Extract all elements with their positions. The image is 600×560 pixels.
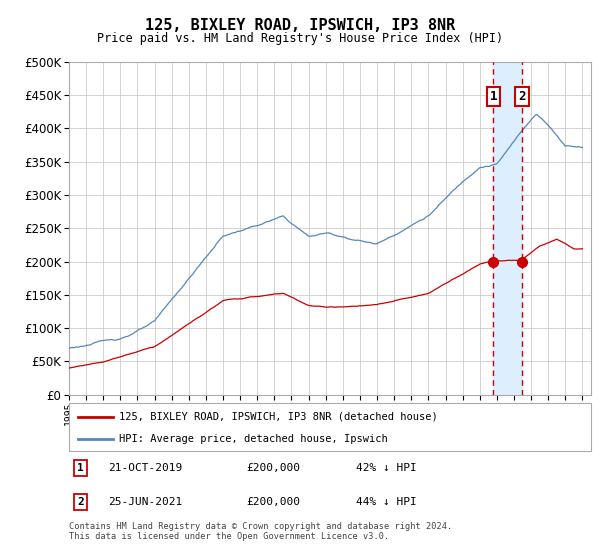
- Text: 1: 1: [490, 90, 497, 102]
- Text: 2: 2: [77, 497, 84, 507]
- Text: 21-OCT-2019: 21-OCT-2019: [108, 463, 182, 473]
- Text: HPI: Average price, detached house, Ipswich: HPI: Average price, detached house, Ipsw…: [119, 434, 388, 444]
- Text: Contains HM Land Registry data © Crown copyright and database right 2024.
This d: Contains HM Land Registry data © Crown c…: [69, 522, 452, 542]
- Text: 44% ↓ HPI: 44% ↓ HPI: [356, 497, 417, 507]
- Text: 1: 1: [77, 463, 84, 473]
- Text: 125, BIXLEY ROAD, IPSWICH, IP3 8NR (detached house): 125, BIXLEY ROAD, IPSWICH, IP3 8NR (deta…: [119, 412, 437, 422]
- Bar: [493, 62, 521, 395]
- Text: 125, BIXLEY ROAD, IPSWICH, IP3 8NR: 125, BIXLEY ROAD, IPSWICH, IP3 8NR: [145, 18, 455, 33]
- FancyBboxPatch shape: [69, 403, 591, 451]
- Text: 42% ↓ HPI: 42% ↓ HPI: [356, 463, 417, 473]
- Text: 25-JUN-2021: 25-JUN-2021: [108, 497, 182, 507]
- Text: Price paid vs. HM Land Registry's House Price Index (HPI): Price paid vs. HM Land Registry's House …: [97, 32, 503, 45]
- Text: 2: 2: [518, 90, 526, 102]
- Text: £200,000: £200,000: [247, 463, 301, 473]
- Text: £200,000: £200,000: [247, 497, 301, 507]
